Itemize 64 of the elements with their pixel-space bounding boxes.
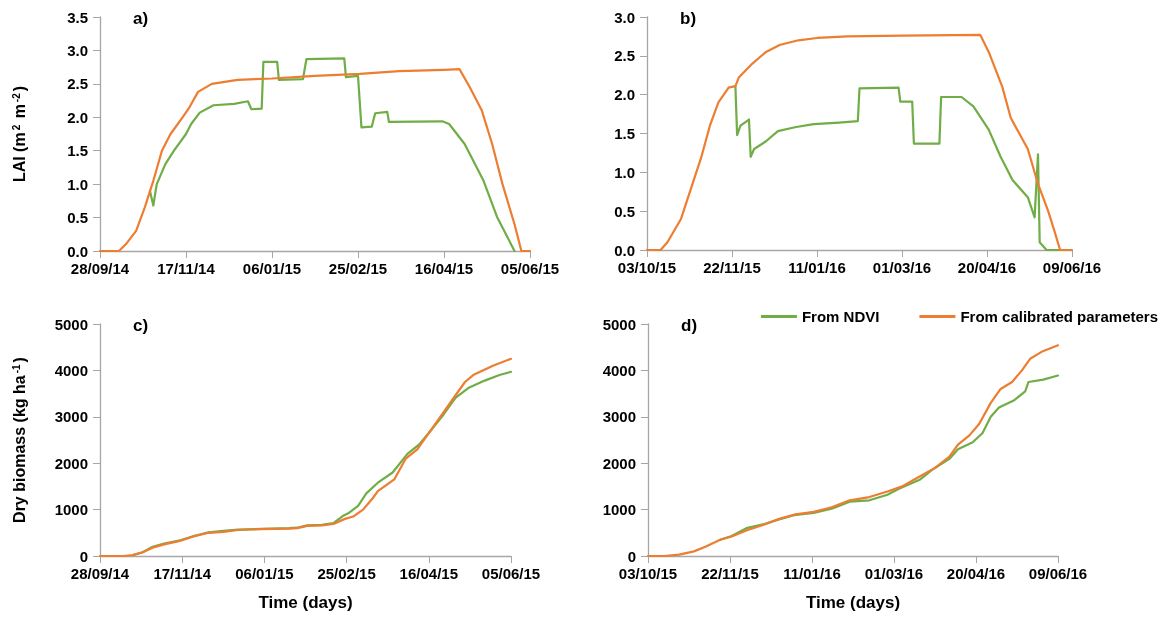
y-tick-label: 3.0 bbox=[67, 41, 88, 59]
x-axis-title: Time (days) bbox=[258, 593, 353, 612]
chart-title: d) bbox=[681, 316, 698, 335]
y-axis-title: LAI (m2 m-2) bbox=[10, 85, 28, 183]
x-tick-label: 03/10/15 bbox=[618, 565, 678, 582]
y-tick-label: 3000 bbox=[602, 408, 636, 426]
y-tick-label: 2.5 bbox=[67, 75, 88, 93]
x-tick-label: 22/11/15 bbox=[703, 259, 761, 276]
y-axis-title: Dry biomass (kg ha-1) bbox=[10, 357, 28, 523]
y-tick-label: 2.0 bbox=[67, 108, 88, 126]
y-tick-label: 4000 bbox=[54, 361, 88, 379]
y-tick-label: 0.5 bbox=[614, 202, 635, 220]
line-series bbox=[148, 57, 516, 253]
x-tick-label: 05/06/15 bbox=[500, 260, 560, 277]
legend-label: From calibrated parameters bbox=[960, 308, 1158, 325]
x-tick-label: 03/10/15 bbox=[617, 259, 677, 276]
x-tick-label: 25/02/15 bbox=[328, 260, 388, 277]
x-tick-label: 28/09/14 bbox=[70, 260, 130, 277]
y-tick-label: 4000 bbox=[602, 361, 636, 379]
x-tick-label: 22/11/15 bbox=[701, 565, 759, 582]
y-tick-label: 0.5 bbox=[67, 209, 88, 227]
x-tick-label: 06/01/15 bbox=[242, 260, 302, 277]
x-tick-label: 06/01/15 bbox=[235, 565, 294, 582]
x-tick-label: 05/06/15 bbox=[481, 565, 541, 582]
y-tick-label: 1.0 bbox=[67, 175, 88, 193]
y-tick-label: 1.0 bbox=[614, 163, 635, 181]
chart-title: c) bbox=[133, 316, 149, 335]
x-tick-label: 09/06/16 bbox=[1028, 565, 1088, 582]
x-tick-label: 16/04/15 bbox=[399, 565, 458, 582]
legend-label: From NDVI bbox=[801, 308, 880, 325]
y-tick-label: 3000 bbox=[54, 408, 88, 426]
y-tick-label: 2.5 bbox=[614, 47, 635, 65]
y-tick-label: 2000 bbox=[54, 454, 88, 472]
y-tick-label: 3.0 bbox=[614, 8, 635, 26]
x-tick-label: 20/04/16 bbox=[946, 565, 1006, 582]
y-tick-label: 1000 bbox=[54, 501, 88, 519]
chart-title: a) bbox=[133, 9, 149, 28]
y-tick-label: 0 bbox=[79, 547, 88, 565]
y-tick-label: 2000 bbox=[602, 454, 636, 472]
y-tick-label: 0.0 bbox=[67, 242, 88, 260]
x-tick-label: 01/03/16 bbox=[864, 565, 924, 582]
y-tick-label: 0.0 bbox=[614, 241, 635, 259]
y-tick-label: 1000 bbox=[602, 501, 636, 519]
y-tick-label: 1.5 bbox=[614, 125, 635, 142]
y-tick-label: 5000 bbox=[602, 315, 636, 333]
chart-title: b) bbox=[680, 9, 697, 28]
x-tick-label: 17/11/14 bbox=[153, 565, 212, 582]
x-tick-label: 20/04/16 bbox=[957, 259, 1017, 276]
x-tick-label: 25/02/15 bbox=[317, 565, 376, 582]
x-axis-title: Time (days) bbox=[805, 593, 901, 612]
x-tick-label: 01/03/16 bbox=[872, 259, 932, 276]
y-tick-label: 3.5 bbox=[67, 8, 88, 26]
x-tick-label: 11/01/16 bbox=[788, 259, 846, 276]
y-tick-label: 0 bbox=[627, 547, 636, 565]
x-tick-label: 09/06/16 bbox=[1042, 259, 1102, 276]
x-tick-label: 11/01/16 bbox=[783, 565, 841, 582]
y-tick-label: 2.0 bbox=[614, 86, 635, 104]
x-tick-label: 28/09/14 bbox=[70, 565, 130, 582]
line-series bbox=[734, 85, 1060, 252]
y-tick-label: 1.5 bbox=[67, 142, 88, 160]
y-tick-label: 5000 bbox=[54, 315, 88, 333]
x-tick-label: 17/11/14 bbox=[157, 260, 216, 277]
line-series bbox=[719, 374, 1060, 541]
x-tick-label: 16/04/15 bbox=[414, 260, 474, 277]
